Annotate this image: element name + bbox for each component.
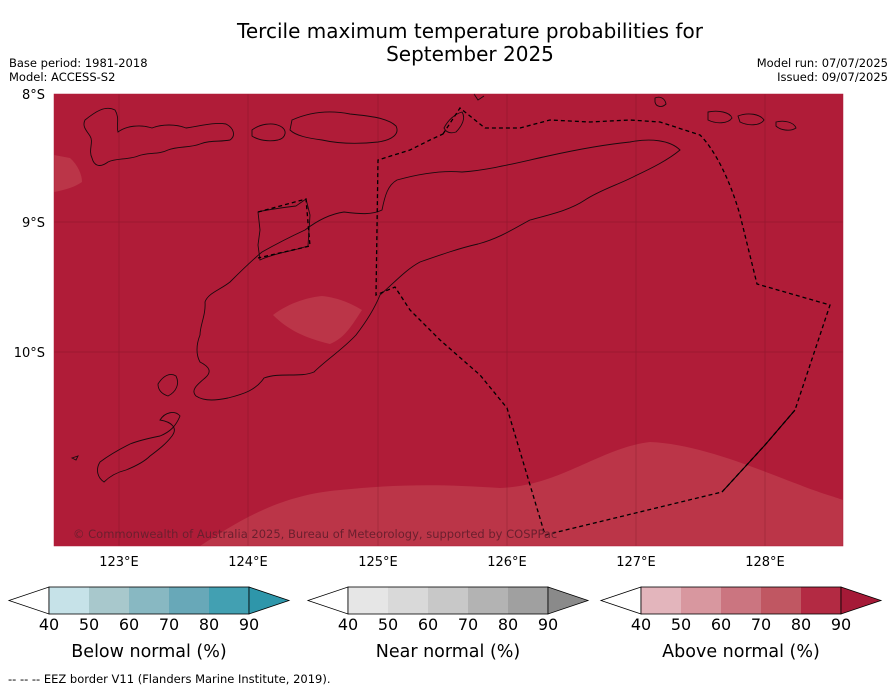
above-normal-tick-label: 40: [631, 615, 651, 634]
above-normal-colorbar-segment: [681, 587, 721, 614]
below-normal-colorbar-segment: [49, 587, 89, 614]
near-normal-tick-label: 90: [538, 615, 558, 634]
lon-label-127e: 127°E: [616, 555, 656, 570]
above-normal-colorbar-low-extend: [599, 586, 642, 615]
above-normal-tick-label: 60: [711, 615, 731, 634]
copyright-notice: © Commonwealth of Australia 2025, Bureau…: [73, 527, 558, 541]
near-normal-colorbar-low-extend: [306, 586, 349, 615]
eez-oecusse: [257, 198, 311, 259]
near-normal-colorbar-segment: [388, 587, 428, 614]
above-normal-tick-label: 50: [671, 615, 691, 634]
roti-savu-islands: [97, 412, 181, 483]
near-normal-colorbar-segment: [348, 587, 388, 614]
issued-date: Issued: 09/07/2025: [777, 70, 888, 84]
below-normal-tick-label: 60: [119, 615, 139, 634]
lon-label-128e: 128°E: [745, 555, 785, 570]
maritime-boundary-solid: [721, 409, 796, 493]
near-normal-label: Near normal (%): [376, 642, 521, 662]
title-line-1: Tercile maximum temperature probabilitie…: [237, 19, 703, 43]
near-normal-colorbar-high-extend: [547, 586, 590, 615]
probability-patch-west: [54, 155, 82, 192]
probability-patch-central: [273, 296, 362, 344]
near-normal-colorbar: 40 50 60 70 80 90 Near normal (%): [306, 586, 590, 662]
lat-label-10s: 10°S: [14, 346, 45, 361]
below-normal-colorbar-segment: [89, 587, 129, 614]
lat-label-9s: 9°S: [22, 216, 45, 231]
above-normal-tick-label: 90: [831, 615, 851, 634]
below-normal-colorbar-segment: [209, 587, 249, 614]
above-normal-colorbar-high-extend: [840, 586, 883, 615]
kisar-island: [654, 96, 667, 107]
above-normal-colorbar: 40 50 60 70 80 90 Above normal (%): [599, 586, 883, 662]
below-normal-colorbar-high-extend: [248, 586, 291, 615]
below-normal-colorbar-low-extend: [7, 586, 50, 615]
below-normal-tick-label: 70: [159, 615, 179, 634]
near-normal-tick-label: 80: [498, 615, 518, 634]
coastlines: [70, 93, 797, 483]
meta-right: Model run: 07/07/2025 Issued: 09/07/2025: [757, 56, 888, 84]
colorbars: 40 50 60 70 80 90 Below normal (%) 40 50 60 70 80 90…: [7, 586, 883, 662]
atauro-island: [443, 111, 465, 134]
lon-label-126e: 126°E: [487, 555, 527, 570]
lon-label-124e: 124°E: [228, 555, 268, 570]
eez-footnote: -- -- -- EEZ border V11 (Flanders Marine…: [8, 672, 331, 686]
probability-patch-south: [54, 442, 843, 546]
north-islet: [473, 93, 485, 101]
moa-island: [737, 113, 765, 126]
lat-label-8s: 8°S: [22, 88, 45, 103]
pantar-island: [251, 123, 286, 142]
above-normal-tick-label: 70: [751, 615, 771, 634]
below-normal-tick-label: 50: [79, 615, 99, 634]
wetar-island: [289, 111, 398, 144]
model-run: Model run: 07/07/2025: [756, 56, 888, 70]
near-normal-colorbar-segment: [428, 587, 468, 614]
above-normal-colorbar-segment: [641, 587, 681, 614]
below-normal-tick-label: 90: [239, 615, 259, 634]
above-normal-colorbar-segment: [761, 587, 801, 614]
title-line-2: September 2025: [386, 42, 554, 66]
above-normal-colorbar-segment: [801, 587, 841, 614]
base-period: Base period: 1981-2018: [9, 56, 148, 70]
near-normal-colorbar-segment: [508, 587, 548, 614]
above-normal-tick-label: 80: [791, 615, 811, 634]
alor-islands: [83, 107, 234, 166]
below-normal-colorbar: 40 50 60 70 80 90 Below normal (%): [7, 586, 291, 662]
near-normal-tick-label: 60: [418, 615, 438, 634]
below-normal-label: Below normal (%): [71, 642, 226, 662]
lon-label-123e: 123°E: [99, 555, 139, 570]
timor-coastline: [193, 139, 681, 401]
below-normal-colorbar-segment: [129, 587, 169, 614]
leti-island: [707, 110, 733, 124]
semau-island: [157, 373, 179, 397]
eez-border: [257, 107, 831, 536]
meta-left: Base period: 1981-2018 Model: ACCESS-S2: [9, 56, 148, 84]
ndao-islet: [70, 455, 79, 461]
near-normal-tick-label: 50: [378, 615, 398, 634]
above-normal-colorbar-segment: [721, 587, 761, 614]
near-normal-colorbar-segment: [468, 587, 508, 614]
below-normal-tick-label: 80: [199, 615, 219, 634]
near-normal-tick-label: 70: [458, 615, 478, 634]
eez-east-timor: [375, 107, 831, 536]
below-normal-tick-label: 40: [39, 615, 59, 634]
chart-title: Tercile maximum temperature probabilitie…: [0, 20, 896, 66]
lakor-island: [775, 120, 797, 131]
model-name: Model: ACCESS-S2: [9, 70, 116, 84]
above-normal-label: Above normal (%): [662, 642, 820, 662]
lon-label-125e: 125°E: [358, 555, 398, 570]
near-normal-tick-label: 40: [338, 615, 358, 634]
map-frame: [53, 93, 844, 547]
below-normal-colorbar-segment: [169, 587, 209, 614]
